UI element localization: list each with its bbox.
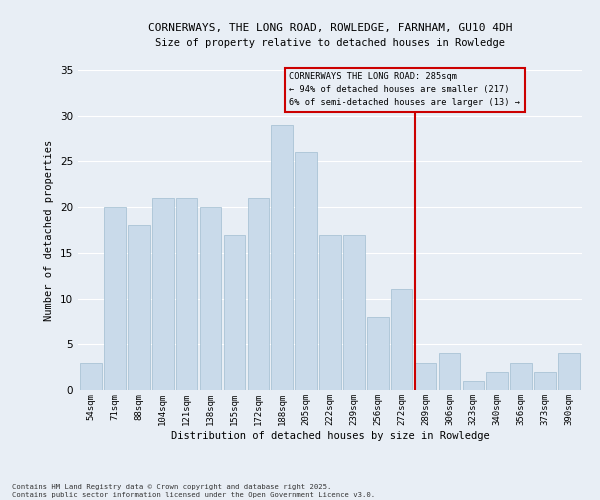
Bar [391,290,412,390]
Bar [511,362,532,390]
Bar [128,226,149,390]
Bar [176,198,197,390]
Bar [319,234,341,390]
Text: Contains HM Land Registry data © Crown copyright and database right 2025.
Contai: Contains HM Land Registry data © Crown c… [12,484,375,498]
Bar [295,152,317,390]
Bar [534,372,556,390]
Bar [415,362,436,390]
Text: CORNERWAYS, THE LONG ROAD, ROWLEDGE, FARNHAM, GU10 4DH: CORNERWAYS, THE LONG ROAD, ROWLEDGE, FAR… [148,22,512,32]
Y-axis label: Number of detached properties: Number of detached properties [44,140,55,320]
Bar [248,198,269,390]
Bar [558,354,580,390]
Text: CORNERWAYS THE LONG ROAD: 285sqm
← 94% of detached houses are smaller (217)
6% o: CORNERWAYS THE LONG ROAD: 285sqm ← 94% o… [289,72,520,107]
Bar [463,381,484,390]
Bar [439,354,460,390]
Bar [343,234,365,390]
Bar [200,207,221,390]
Bar [104,207,126,390]
Bar [487,372,508,390]
Text: Size of property relative to detached houses in Rowledge: Size of property relative to detached ho… [155,38,505,48]
Bar [152,198,173,390]
Bar [271,125,293,390]
Bar [224,234,245,390]
Bar [80,362,102,390]
Bar [367,317,389,390]
X-axis label: Distribution of detached houses by size in Rowledge: Distribution of detached houses by size … [170,430,490,440]
